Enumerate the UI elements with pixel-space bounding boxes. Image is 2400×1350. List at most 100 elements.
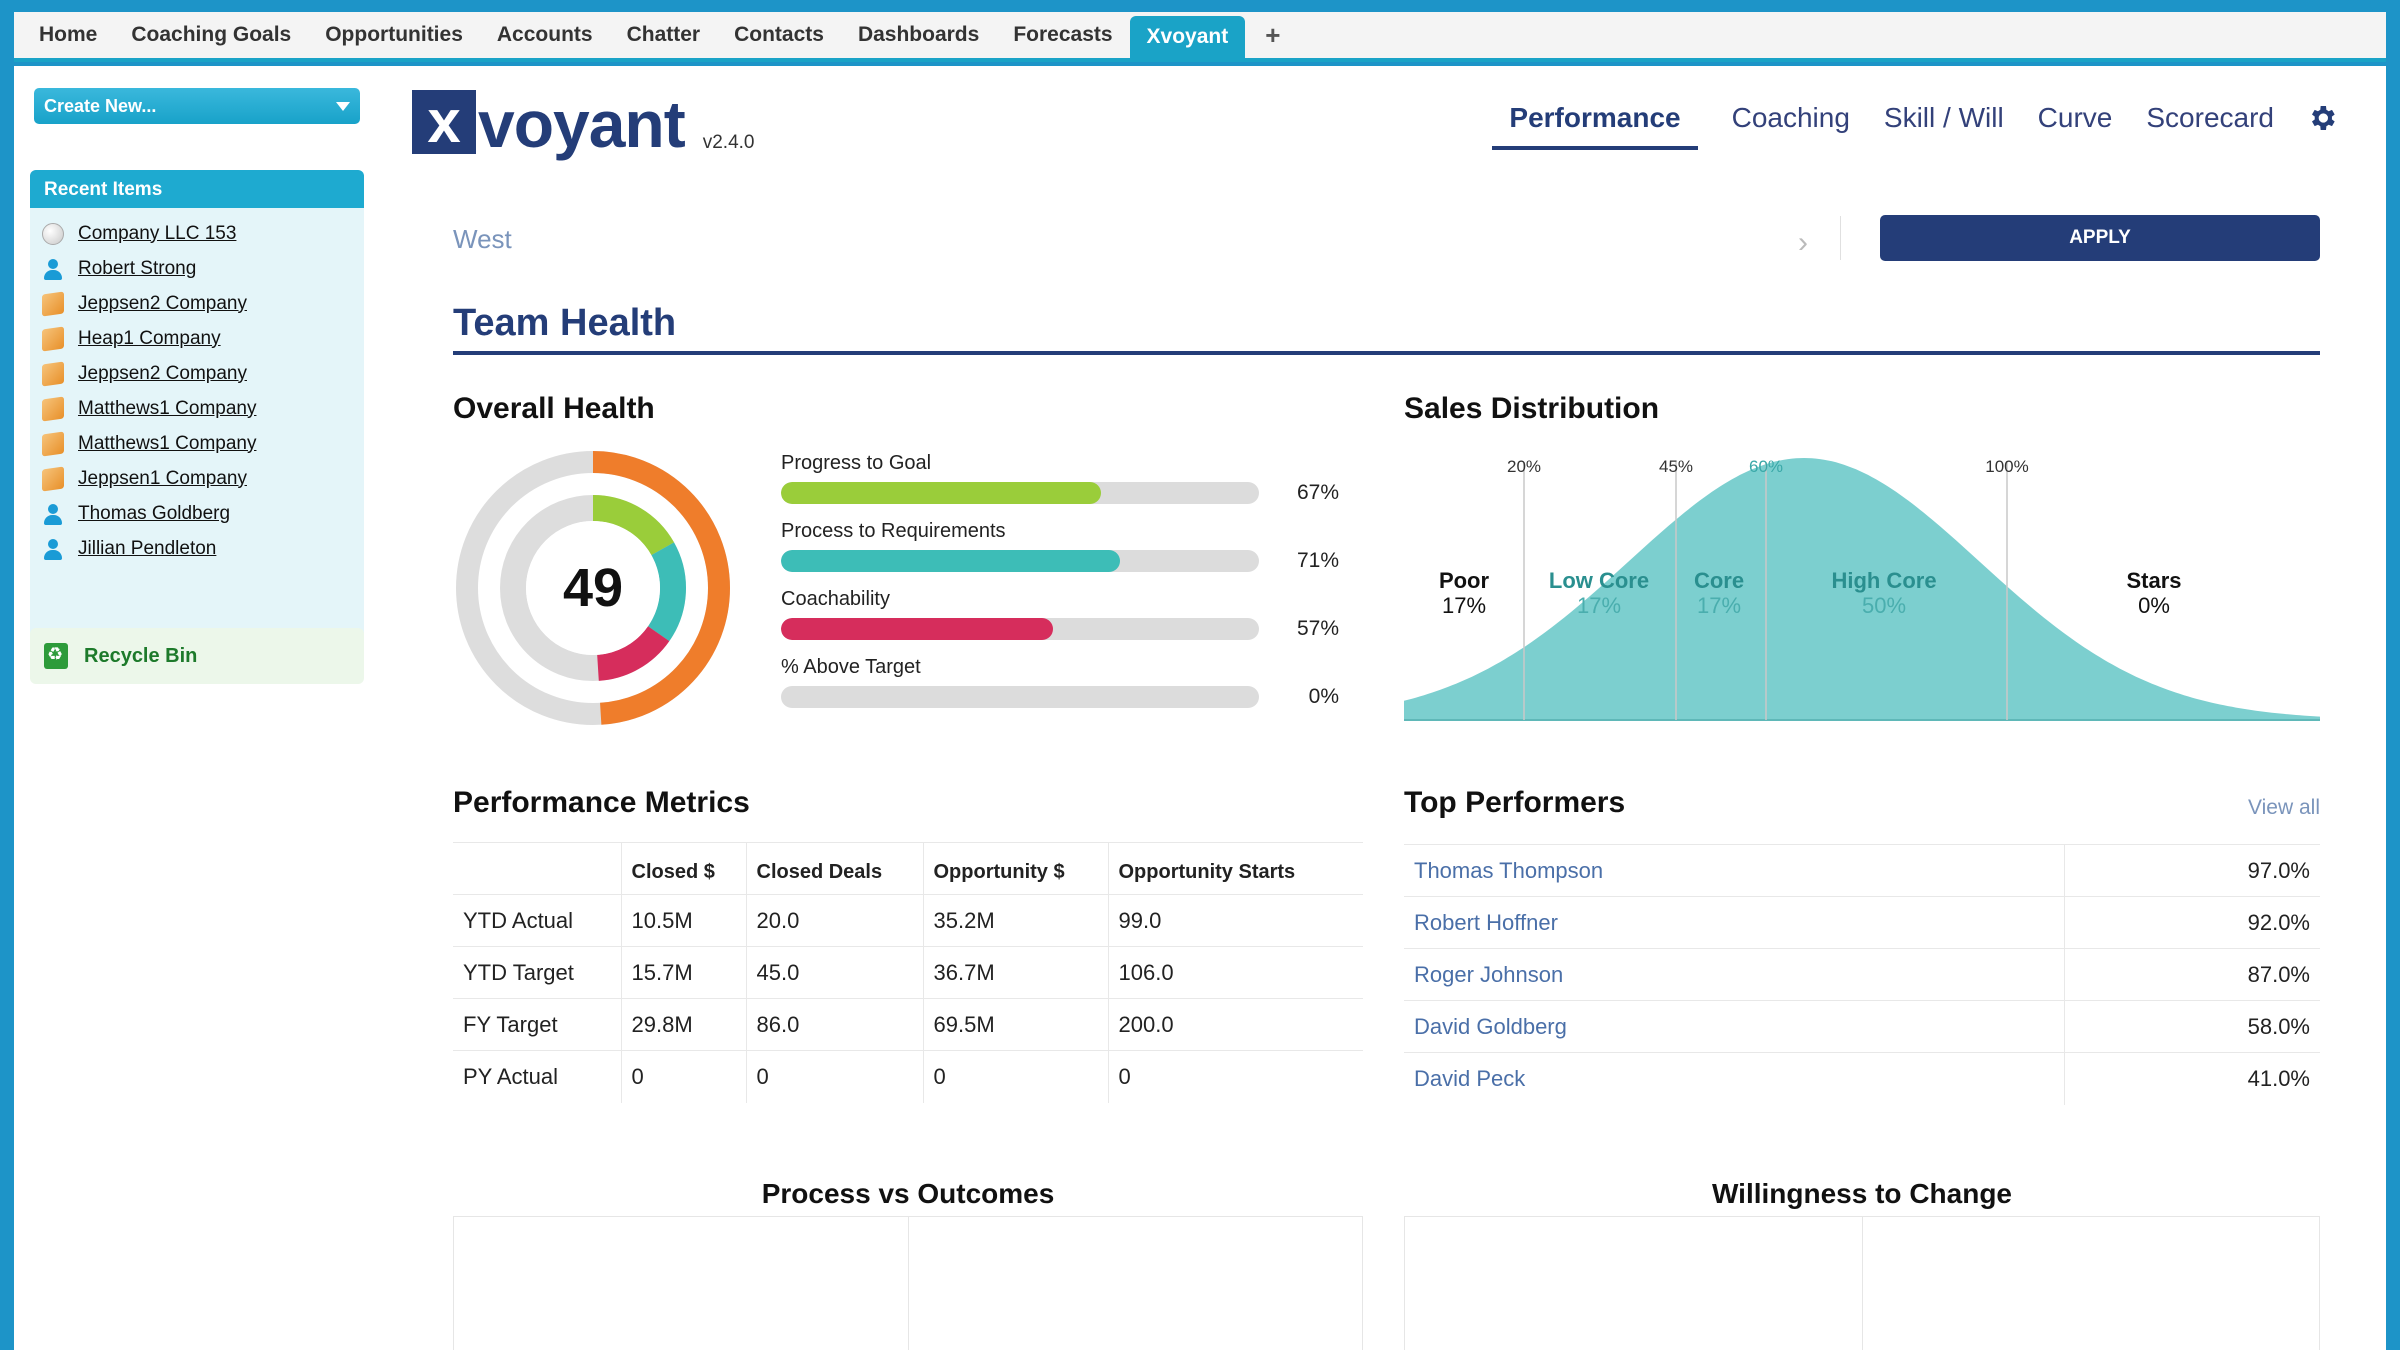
table-cell: 99.0 <box>1107 894 1363 947</box>
recent-item-label[interactable]: Heap1 Company <box>78 327 221 349</box>
distribution-marker-label: 60% <box>1749 457 1783 476</box>
recent-item-label[interactable]: Robert Strong <box>78 257 197 279</box>
tab-chatter[interactable]: Chatter <box>626 23 701 46</box>
table-cell: 106.0 <box>1107 946 1363 999</box>
tab-home[interactable]: Home <box>39 23 98 46</box>
region-selector[interactable]: West <box>453 224 512 254</box>
performance-metrics-title: Performance Metrics <box>453 786 750 819</box>
add-tab-button[interactable]: + <box>1265 19 1281 50</box>
distribution-marker-label: 45% <box>1659 457 1693 476</box>
table-cell: 86.0 <box>745 998 923 1051</box>
distribution-marker-label: 20% <box>1507 457 1541 476</box>
create-new-dropdown[interactable]: Create New... <box>34 88 360 124</box>
tab-opportunities[interactable]: Opportunities <box>325 23 463 46</box>
distribution-segment-pct: 17% <box>1697 593 1741 618</box>
distribution-segment-pct: 50% <box>1862 593 1906 618</box>
table-cell: YTD Actual <box>453 894 621 947</box>
create-new-label: Create New... <box>44 96 157 116</box>
recent-item[interactable]: Jeppsen2 Company <box>30 286 364 321</box>
table-row: FY Target 29.8M 86.0 69.5M 200.0 <box>453 998 1363 1051</box>
tab-xvoyant[interactable]: Xvoyant <box>1129 16 1246 58</box>
recent-item-label[interactable]: Jeppsen2 Company <box>78 292 247 314</box>
distribution-segment-name: Stars <box>2126 568 2181 593</box>
tab-forecasts[interactable]: Forecasts <box>1013 23 1113 46</box>
table-header-row: Closed $ Closed Deals Opportunity $ Oppo… <box>453 842 1363 895</box>
tab-contacts[interactable]: Contacts <box>734 23 824 46</box>
column-header-row-label <box>453 842 621 895</box>
logo-wordmark: voyant <box>478 87 686 161</box>
overall-health-title: Overall Health <box>453 392 655 425</box>
recent-item-label[interactable]: Thomas Goldberg <box>78 502 231 524</box>
opportunity-icon <box>42 222 64 245</box>
tab-accounts[interactable]: Accounts <box>496 23 593 46</box>
recent-item-label[interactable]: Jillian Pendleton <box>78 537 217 559</box>
performer-name-link[interactable]: David Goldberg <box>1404 1000 2065 1053</box>
recent-item[interactable]: Robert Strong <box>30 251 364 286</box>
table-cell: FY Target <box>453 998 621 1051</box>
recent-item[interactable]: Matthews1 Company <box>30 391 364 426</box>
performance-metrics-table: Closed $ Closed Deals Opportunity $ Oppo… <box>453 842 1363 1103</box>
health-bar-track <box>781 550 1259 572</box>
recent-item[interactable]: Jillian Pendleton <box>30 531 364 566</box>
performer-value: 87.0% <box>2064 948 2320 1001</box>
contact-icon <box>42 503 64 525</box>
gear-icon[interactable] <box>2306 102 2338 134</box>
tab-dashboards[interactable]: Dashboards <box>857 23 980 46</box>
health-bar-fill <box>781 482 1102 504</box>
account-icon <box>42 395 64 422</box>
process-vs-outcomes-chart <box>453 1216 1363 1350</box>
apply-button[interactable]: APPLY <box>1880 215 2320 261</box>
chevron-down-icon <box>336 102 350 111</box>
health-bar-percent: 67% <box>1296 481 1339 504</box>
health-bar-fill <box>781 550 1121 572</box>
tab-coaching-goals[interactable]: Coaching Goals <box>131 23 292 46</box>
performer-name-link[interactable]: David Peck <box>1404 1052 2065 1105</box>
contact-icon <box>42 258 64 280</box>
donut-inner-arcs <box>500 495 686 681</box>
table-cell: 45.0 <box>745 946 923 999</box>
recent-item[interactable]: Thomas Goldberg <box>30 496 364 531</box>
recent-item[interactable]: Jeppsen1 Company <box>30 461 364 496</box>
table-row: Thomas Thompson 97.0% <box>1404 844 2320 897</box>
performer-value: 92.0% <box>2064 896 2320 949</box>
recent-item[interactable]: Company LLC 153 <box>30 216 364 251</box>
chevron-right-icon[interactable]: › <box>1798 226 1808 259</box>
performer-name-link[interactable]: Thomas Thompson <box>1404 844 2065 897</box>
distribution-segment-name: Poor <box>1439 568 1490 593</box>
recent-item[interactable]: Jeppsen2 Company <box>30 356 364 391</box>
health-bar-track <box>781 618 1259 640</box>
donut-inner-segment <box>500 495 686 681</box>
recent-item-label[interactable]: Matthews1 Company <box>78 397 257 419</box>
account-icon <box>42 430 64 457</box>
health-bar-label: Coachability <box>781 588 890 610</box>
table-row: Roger Johnson 87.0% <box>1404 948 2320 1001</box>
view-all-link[interactable]: View all <box>2248 796 2320 819</box>
distribution-segment-pct: 0% <box>2138 593 2170 618</box>
recent-item[interactable]: Heap1 Company <box>30 321 364 356</box>
version-label: v2.4.0 <box>702 132 755 153</box>
table-cell: 29.8M <box>620 998 746 1051</box>
nav-scorecard[interactable]: Scorecard <box>2146 102 2274 133</box>
nav-coaching[interactable]: Coaching <box>1731 102 1850 133</box>
recent-item-label[interactable]: Company LLC 153 <box>78 222 237 244</box>
recent-item-label[interactable]: Jeppsen2 Company <box>78 362 247 384</box>
column-header-closed-dollars: Closed $ <box>620 842 746 895</box>
performer-name-link[interactable]: Robert Hoffner <box>1404 896 2065 949</box>
recent-item[interactable]: Matthews1 Company <box>30 426 364 461</box>
recent-items-panel: Recent Items Company LLC 153 Robert Stron… <box>30 170 364 652</box>
distribution-segment-name: High Core <box>1831 568 1936 593</box>
recycle-bin-label: Recycle Bin <box>84 644 198 667</box>
health-bar-percent: 0% <box>1308 685 1339 708</box>
sales-distribution-title: Sales Distribution <box>1404 392 1660 425</box>
recycle-bin-link[interactable]: Recycle Bin <box>30 628 364 684</box>
recent-item-label[interactable]: Jeppsen1 Company <box>78 467 247 489</box>
performer-name-link[interactable]: Roger Johnson <box>1404 948 2065 1001</box>
top-performers-table: Thomas Thompson 97.0% Robert Hoffner 92.0% R… <box>1404 844 2320 1105</box>
nav-skill-will[interactable]: Skill / Will <box>1883 102 2004 133</box>
table-row: PY Actual 0 0 0 0 <box>453 1050 1363 1103</box>
nav-curve[interactable]: Curve <box>2037 102 2113 133</box>
nav-performance[interactable]: Performance <box>1492 102 1698 150</box>
recent-item-label[interactable]: Matthews1 Company <box>78 432 257 454</box>
logo-x-mark: x <box>412 90 476 154</box>
